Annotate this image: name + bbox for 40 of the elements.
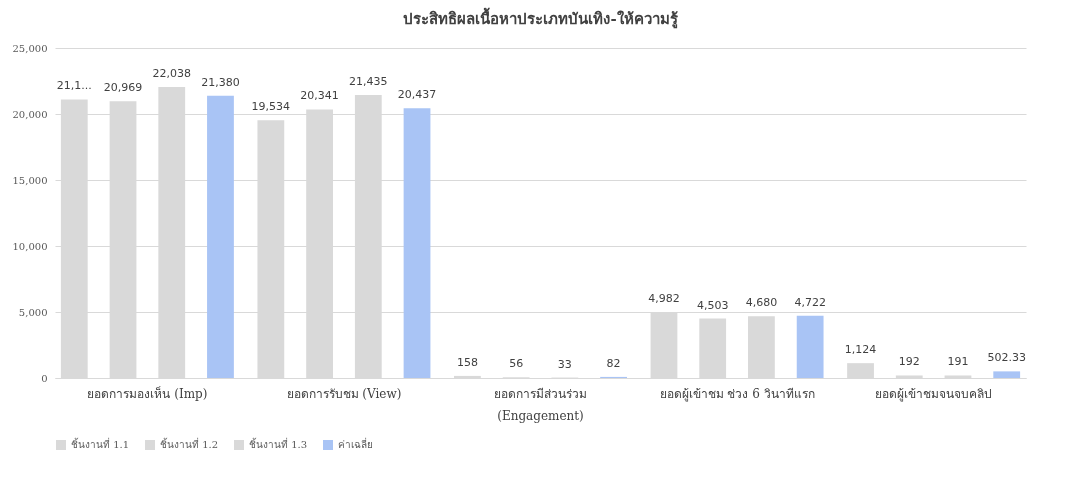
data-label: 4,503 [696,298,729,312]
x-tick-label: ยอดการรับชม (View) [286,386,402,401]
x-tick-label: ยอดการมองเห็น (Imp) [87,385,208,401]
data-label: 56 [509,357,524,371]
legend-label: ค่าเฉลี่ย [338,437,373,450]
data-label: 20,437 [397,88,437,102]
data-label: 22,038 [152,67,191,81]
data-label: 21,435 [349,75,388,89]
data-label: 19,534 [251,100,291,114]
data-label: 33 [557,357,572,371]
y-tick-label: 10,000 [12,240,48,252]
bar [403,108,431,378]
data-label: 21,380 [201,75,240,89]
x-tick-label: ยอดผู้เข้าชมจนจบคลิป [875,386,993,402]
x-tick-label: ยอดผู้เข้าชม ช่วง 6 วินาทีแรก [659,386,815,402]
legend-label: ชิ้นงานที่ 1.1 [71,437,130,450]
data-label: 82 [606,356,621,370]
chart-title: ประสิทธิผลเนื้อหาประเภทบันเทิง-ให้ความรู้ [403,7,679,29]
data-label: 1,124 [844,343,877,357]
data-label: 4,982 [648,292,680,306]
data-label: 4,722 [794,295,826,309]
data-label: 20,341 [300,89,339,103]
y-tick-label: 0 [41,372,48,384]
y-tick-label: 15,000 [12,174,48,186]
y-tick-label: 25,000 [12,42,48,54]
y-tick-label: 5,000 [18,306,48,318]
data-label: 191 [947,355,969,369]
data-label: 192 [898,355,920,369]
legend-label: ชิ้นงานที่ 1.3 [249,437,308,450]
data-label: 502.33 [987,351,1026,365]
data-label: 21,1... [56,79,92,93]
bar [796,315,824,378]
bar [207,95,234,378]
legend-label: ชิ้นงานที่ 1.2 [160,437,219,450]
data-label: 158 [456,355,478,369]
bar [993,371,1021,378]
y-tick-label: 20,000 [12,108,48,120]
data-label: 4,680 [745,296,778,310]
x-tick-label: ยอดการมีส่วนร่วม (Engagement) [494,386,587,423]
data-label: 20,969 [103,81,143,95]
